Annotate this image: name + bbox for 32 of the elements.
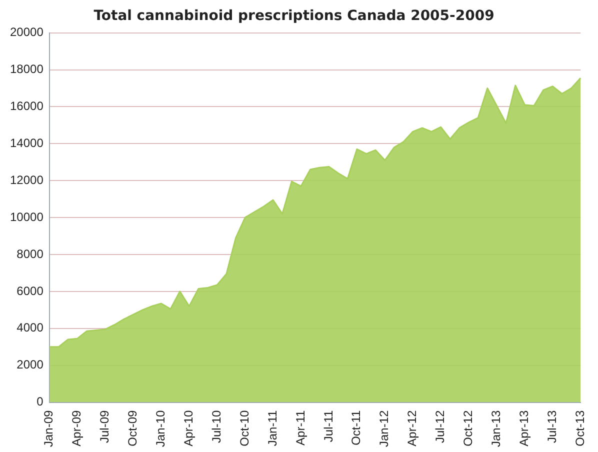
y-tick-label: 8000 [16,246,44,261]
x-tick-label: Apr-13 [516,410,531,446]
y-tick-label: 20000 [10,25,44,40]
x-tick-label: Jan-10 [154,410,168,448]
y-tick-label: 16000 [10,99,44,114]
y-tick-label: 6000 [16,284,44,298]
x-tick-label: Oct-11 [349,410,364,446]
y-tick-label: 18000 [10,62,44,76]
x-tick-label: Jan-12 [377,410,392,448]
x-tick-label: Jul-12 [433,410,448,443]
x-tick-label: Jan-13 [489,410,504,448]
x-tick-label: Jan-09 [42,410,56,448]
x-tick-label: Apr-10 [181,410,196,446]
y-tick-label: 14000 [10,136,44,150]
chart-title: Total cannabinoid prescriptions Canada 2005-2009 [94,8,494,24]
x-tick-label: Oct-10 [237,410,252,446]
y-tick-label: 2000 [16,358,44,372]
x-tick-label: Jan-11 [265,410,280,446]
x-tick-label: Apr-09 [70,410,84,446]
y-tick-label: 10000 [10,210,44,224]
x-tick-label: Oct-12 [461,410,476,446]
x-tick-label: Jul-11 [321,410,336,442]
x-tick-label: Jul-13 [544,410,559,443]
y-tick-label: 12000 [10,172,44,187]
x-tick-label: Oct-13 [572,410,587,446]
x-tick-label: Jul-09 [98,410,112,443]
x-tick-label: Oct-09 [126,410,140,446]
x-tick-label: Jul-10 [209,410,224,443]
x-tick-label: Apr-12 [405,410,420,446]
y-tick-label: 4000 [16,320,44,335]
x-tick-label: Apr-11 [293,410,308,446]
y-tick-label: 0 [36,394,44,409]
